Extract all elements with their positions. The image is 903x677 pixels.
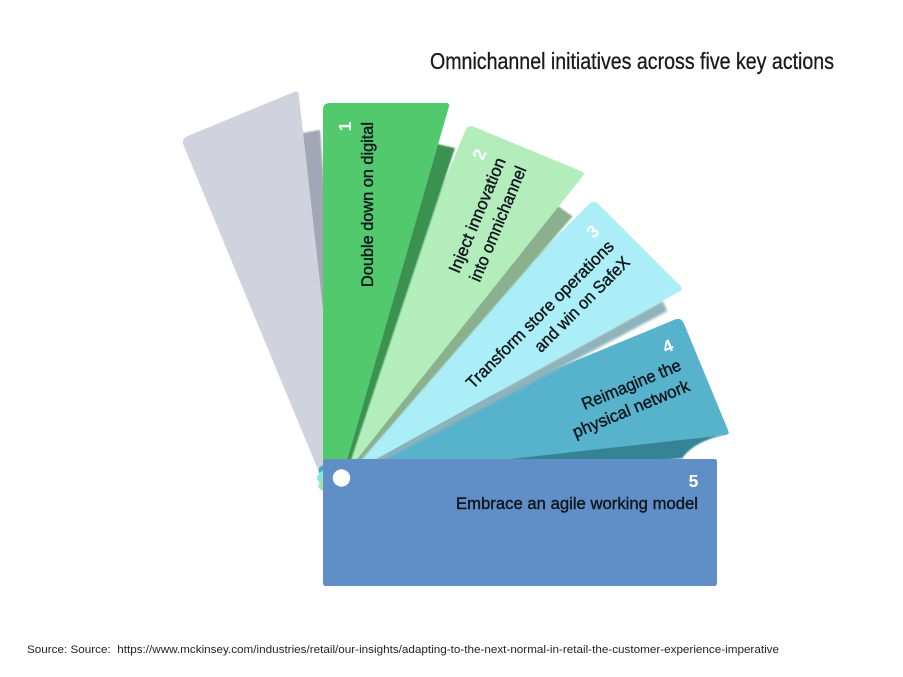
svg-text:Omnichannel initiatives across: Omnichannel initiatives across five key …: [430, 48, 834, 74]
svg-text:Embrace an agile working model: Embrace an agile working model: [456, 494, 698, 513]
svg-text:Source: Source: https://www.m: Source: Source: https://www.mckinsey.com…: [27, 644, 779, 656]
svg-text:1: 1: [335, 121, 355, 131]
svg-text:Double down on digital: Double down on digital: [358, 122, 377, 287]
svg-text:5: 5: [689, 471, 699, 491]
